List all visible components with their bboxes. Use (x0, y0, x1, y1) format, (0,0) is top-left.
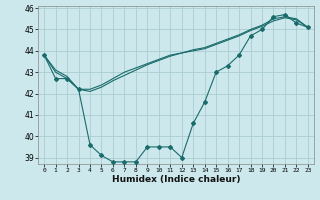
X-axis label: Humidex (Indice chaleur): Humidex (Indice chaleur) (112, 175, 240, 184)
